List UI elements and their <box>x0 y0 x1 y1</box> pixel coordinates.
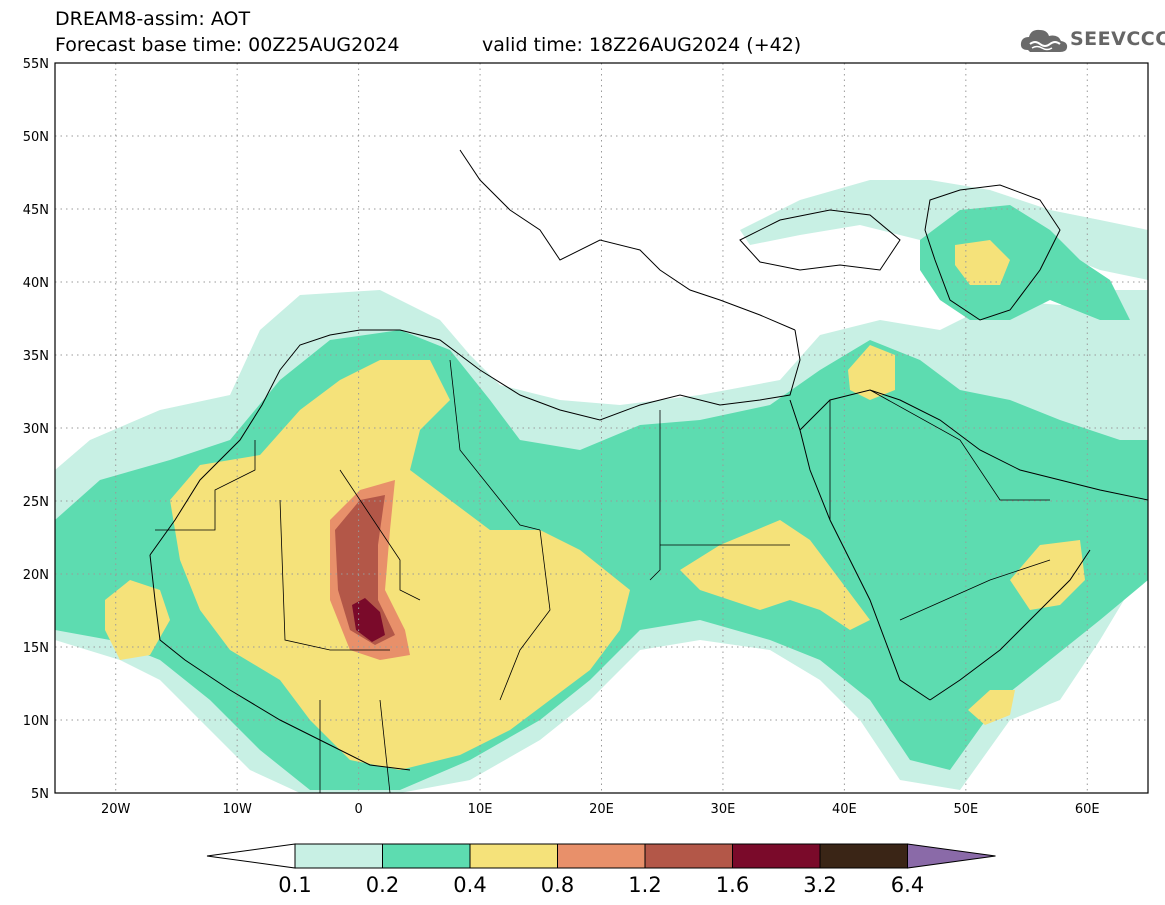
longitude-tick-label: 20W <box>101 802 131 817</box>
latitude-labels: 5N 10N 15N 20N 25N 30N 35N 40N 45N 50N 55N <box>23 57 49 802</box>
latitude-tick-label: 20N <box>23 568 49 583</box>
latitude-tick-label: 40N <box>23 276 49 291</box>
aot-band-0.4-caspian <box>955 240 1010 285</box>
colorbar-label: 0.8 <box>541 873 574 897</box>
latitude-tick-label: 55N <box>23 57 49 72</box>
logo-text: SEEVCCC <box>1070 28 1165 50</box>
country-borders <box>155 359 1051 793</box>
aot-band-0.4-sudan <box>680 520 870 630</box>
latitude-tick-label: 45N <box>23 203 49 218</box>
latitude-tick-label: 50N <box>23 130 49 145</box>
aot-band-0.4-iraq <box>848 345 895 400</box>
forecast-base-time: Forecast base time: 00Z25AUG2024 <box>55 34 400 56</box>
colorbar-label: 6.4 <box>891 873 924 897</box>
colorbar-swatch <box>294 843 383 869</box>
cloud-icon <box>1020 29 1068 52</box>
colorbar-swatch <box>732 843 821 869</box>
valid-time: valid time: 18Z26AUG2024 (+42) <box>482 34 802 56</box>
longitude-tick-label: 0 <box>354 802 362 817</box>
longitude-tick-label: 20E <box>589 802 614 817</box>
longitude-labels: 20W 10W 0 10E 20E 30E 40E 50E 60E <box>101 802 1100 817</box>
colorbar-swatch <box>469 843 558 869</box>
seevccc-logo: SEEVCCC <box>1018 24 1165 58</box>
colorbar-swatch <box>819 843 908 869</box>
colorbar-swatch <box>382 843 471 869</box>
latitude-tick-label: 35N <box>23 349 49 364</box>
colorbar-min-triangle <box>206 843 296 869</box>
latitude-tick-label: 15N <box>23 641 49 656</box>
map-frame <box>54 62 1149 794</box>
colorbar-label: 3.2 <box>803 873 836 897</box>
colorbar-swatch <box>557 843 646 869</box>
colorbar-max-triangle <box>907 843 996 869</box>
latitude-tick-label: 5N <box>31 787 49 802</box>
colorbar-swatch <box>644 843 733 869</box>
colorbar-label: 1.2 <box>628 873 661 897</box>
aot-band-0.4-oman <box>1010 540 1085 610</box>
aot-band-0.4-somalia <box>968 690 1015 725</box>
longitude-tick-label: 10E <box>468 802 493 817</box>
coastlines <box>149 149 1148 771</box>
longitude-tick-label: 60E <box>1075 802 1100 817</box>
colorbar-label: 0.2 <box>366 873 399 897</box>
map-title: DREAM8-assim: AOT <box>55 8 251 30</box>
colorbar-label: 1.6 <box>716 873 749 897</box>
graticule <box>55 63 1148 793</box>
latitude-tick-label: 10N <box>23 714 49 729</box>
aot-band-0.4-west <box>105 580 170 660</box>
aot-band-1.2 <box>335 495 395 645</box>
colorbar-label: 0.4 <box>453 873 486 897</box>
longitude-tick-label: 40E <box>832 802 857 817</box>
latitude-tick-label: 25N <box>23 495 49 510</box>
longitude-tick-label: 10W <box>222 802 252 817</box>
longitude-tick-label: 50E <box>953 802 978 817</box>
aot-band-1.6 <box>352 598 385 642</box>
aot-band-0.2-caspian <box>920 205 1130 320</box>
latitude-tick-label: 30N <box>23 422 49 437</box>
colorbar-label: 0.1 <box>278 873 311 897</box>
longitude-tick-label: 30E <box>711 802 736 817</box>
